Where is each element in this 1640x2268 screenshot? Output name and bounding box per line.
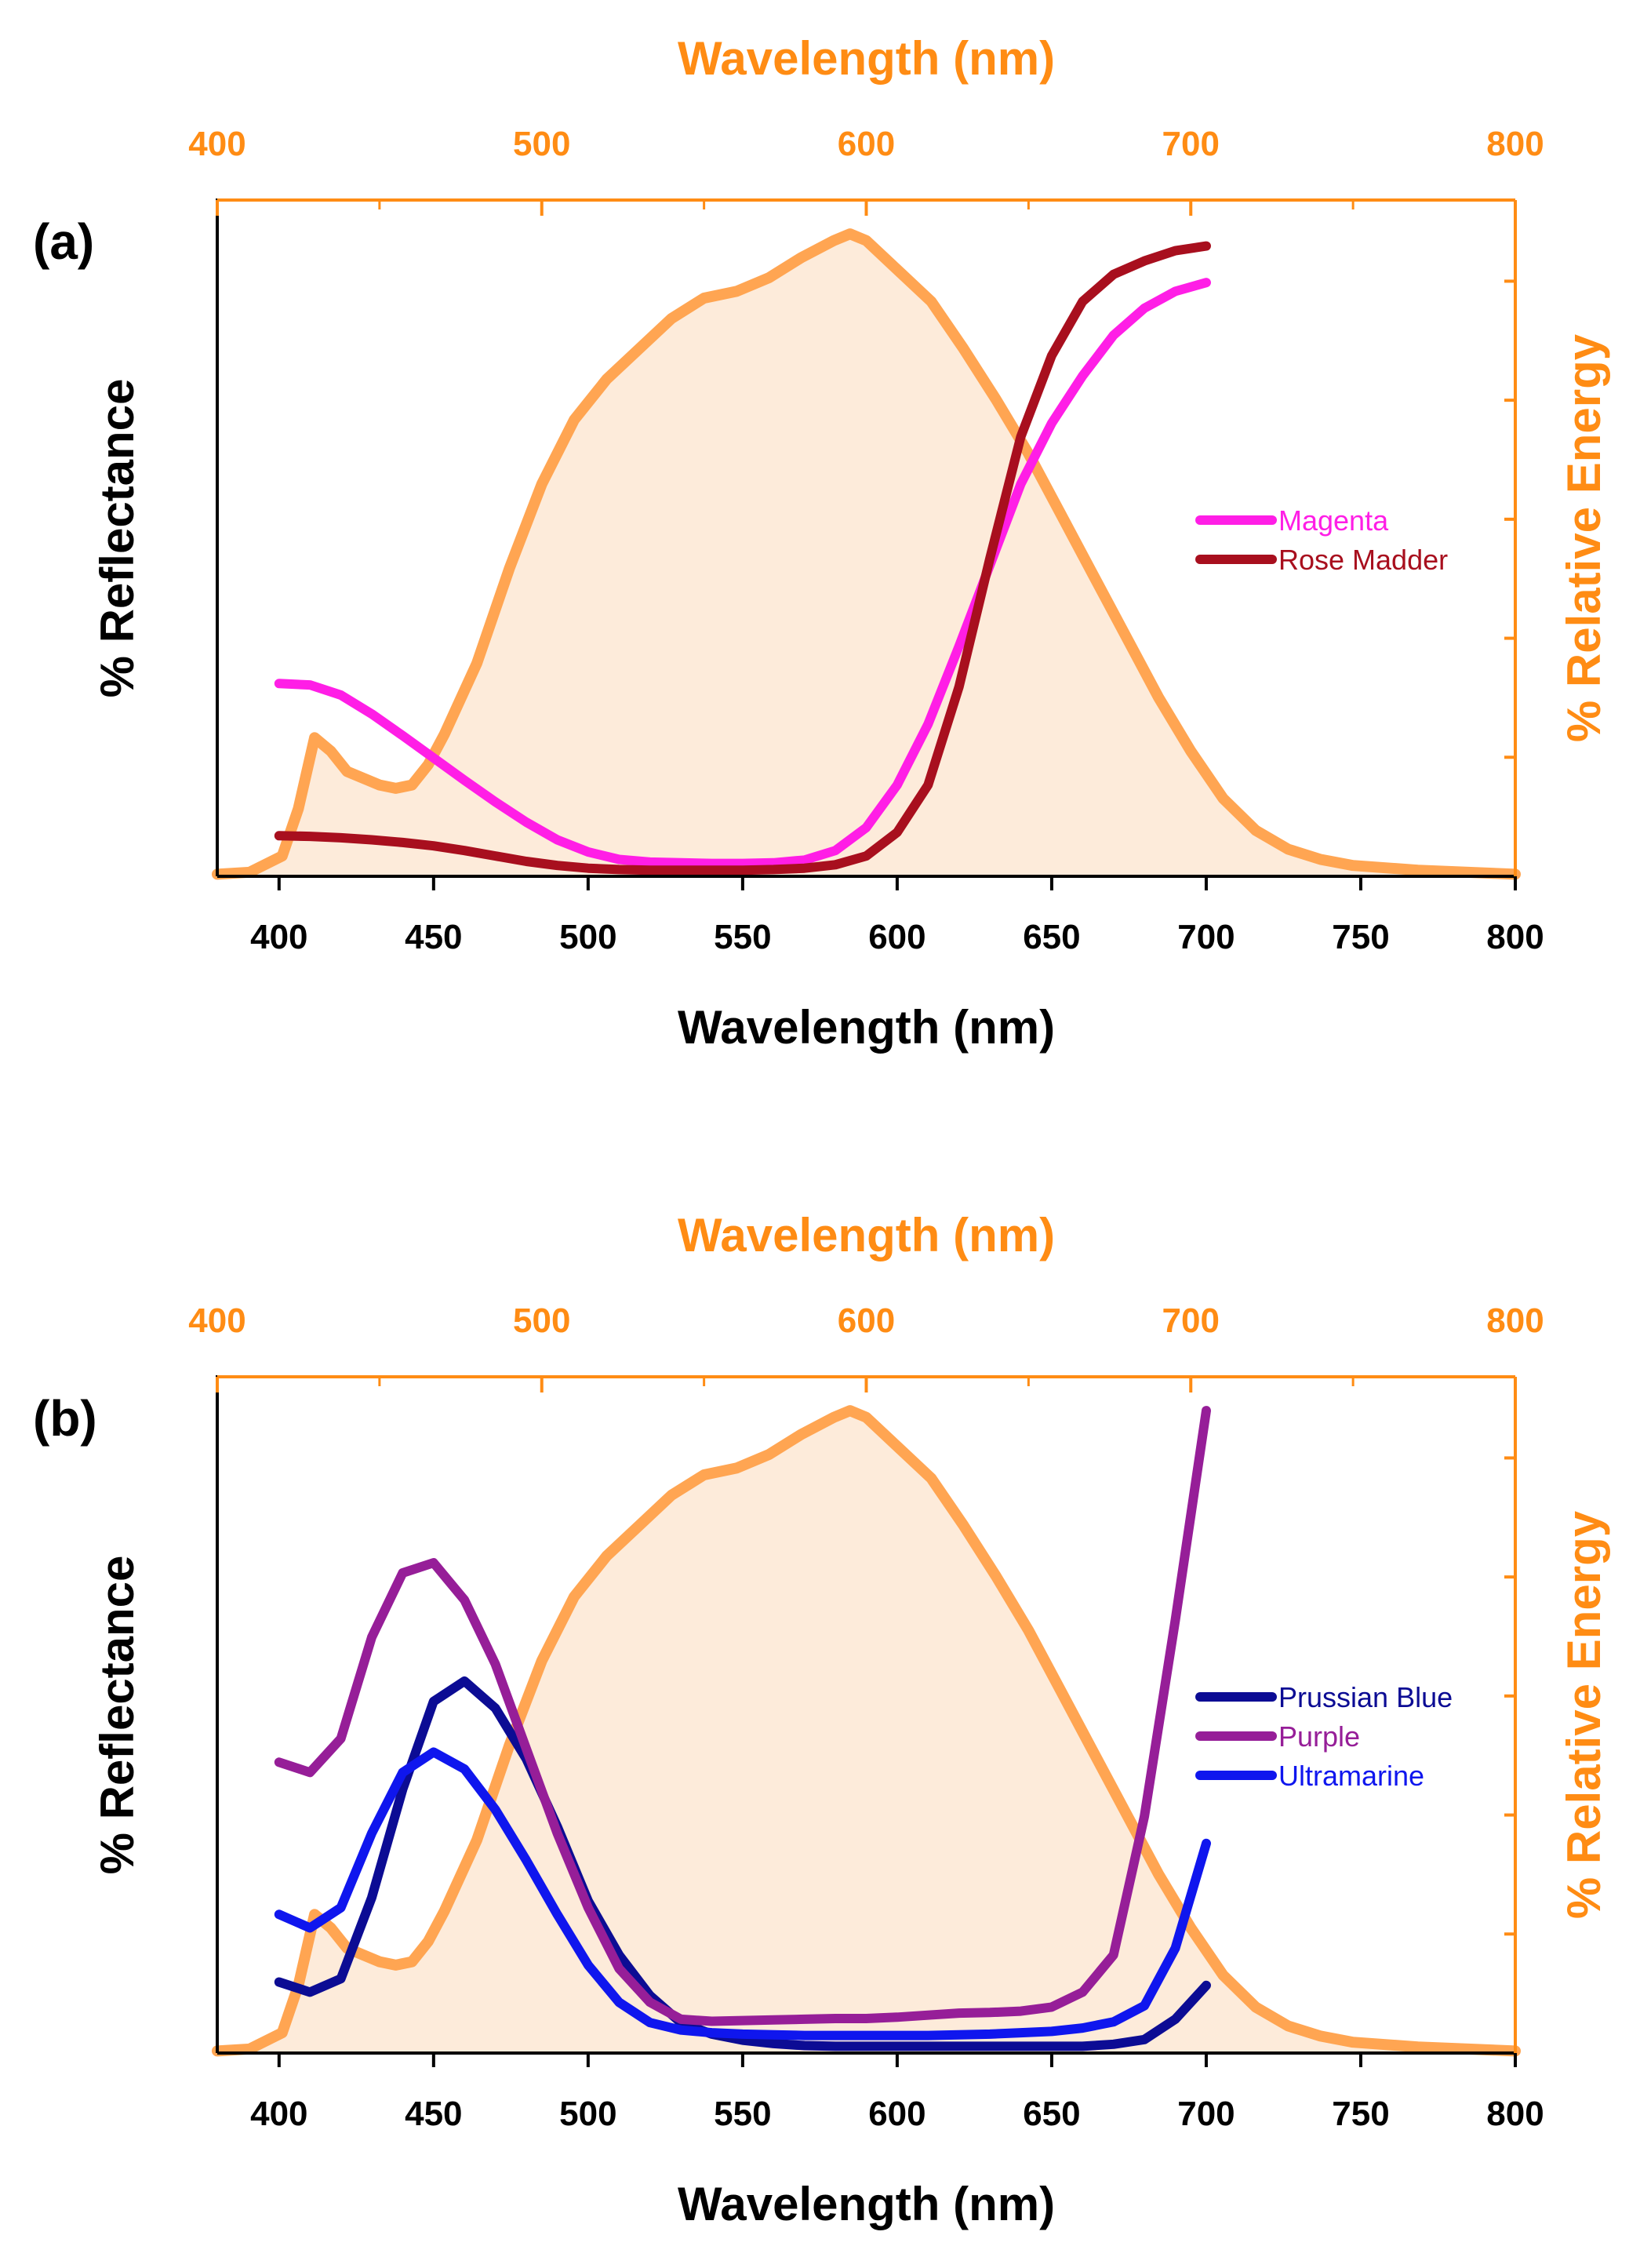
series-line-purple <box>274 1406 1211 2026</box>
x2-tick-label: 500 <box>513 125 570 163</box>
x-tick-label: 550 <box>714 918 771 956</box>
x-tick-label: 450 <box>405 2095 462 2133</box>
y-axis-title: % Reflectance <box>91 379 144 698</box>
illuminant-line <box>212 228 1521 880</box>
panel-label: (a) <box>33 213 94 270</box>
x2-axis-title: Wavelength (nm) <box>678 32 1055 85</box>
y2-axis-title: % Relative Energy <box>1558 1510 1610 1919</box>
series-line-magenta <box>274 278 1211 868</box>
panel-b: 400 450 500 550 600 650 700 750 800 400 500 600 700 8… <box>33 1209 1610 2230</box>
legend-label: Rose Madder <box>1278 544 1448 576</box>
x-tick-label: 750 <box>1332 918 1389 956</box>
x-tick-label: 800 <box>1486 2095 1544 2133</box>
illuminant-area <box>217 234 1515 877</box>
x-tick-label: 750 <box>1332 2095 1389 2133</box>
x-tick-label: 450 <box>405 918 462 956</box>
x2-tick-label: 400 <box>188 125 245 163</box>
x-tick-label: 650 <box>1023 918 1080 956</box>
x2-tick-label: 600 <box>838 125 895 163</box>
x-tick-label: 700 <box>1177 918 1235 956</box>
x-tick-label: 550 <box>714 2095 771 2133</box>
x-tick-label: 500 <box>559 2095 616 2133</box>
legend: Prussian Blue Purple Ultramarine <box>1195 1681 1453 1792</box>
x-tick-label: 600 <box>868 918 925 956</box>
x2-tick-label: 400 <box>188 1301 245 1340</box>
x-tick-label: 400 <box>250 2095 307 2133</box>
legend-label: Prussian Blue <box>1278 1681 1453 1713</box>
series-line-prussian-blue <box>274 1676 1211 2051</box>
legend-label: Ultramarine <box>1278 1760 1424 1792</box>
x2-tick-label: 500 <box>513 1301 570 1340</box>
x-tick-label: 800 <box>1486 918 1544 956</box>
x-tick-label: 700 <box>1177 2095 1235 2133</box>
x-tick-label: 500 <box>559 918 616 956</box>
x2-tick-label: 800 <box>1486 1301 1544 1340</box>
x2-tick-label: 700 <box>1162 1301 1220 1340</box>
y2-axis-title: % Relative Energy <box>1558 333 1610 742</box>
x-tick-label: 400 <box>250 918 307 956</box>
x-axis-title: Wavelength (nm) <box>678 2178 1055 2230</box>
x-tick-label: 650 <box>1023 2095 1080 2133</box>
legend-label: Purple <box>1278 1720 1360 1753</box>
x-tick-label: 600 <box>868 2095 925 2133</box>
series-line-rose-madder <box>274 241 1211 876</box>
x2-tick-label: 600 <box>838 1301 895 1340</box>
x2-axis-title: Wavelength (nm) <box>678 1209 1055 1261</box>
x2-tick-label: 700 <box>1162 125 1220 163</box>
legend: Magenta Rose Madder <box>1195 504 1448 576</box>
panel-a: 400 450 500 550 600 650 700 750 800 400 500 600 700 8… <box>33 32 1610 1054</box>
series-line-ultramarine <box>274 1747 1211 2040</box>
x-axis-title: Wavelength (nm) <box>678 1001 1055 1054</box>
y-axis-title: % Reflectance <box>91 1556 144 1875</box>
legend-label: Magenta <box>1278 504 1389 537</box>
panel-label: (b) <box>33 1390 97 1447</box>
x2-tick-label: 800 <box>1486 125 1544 163</box>
